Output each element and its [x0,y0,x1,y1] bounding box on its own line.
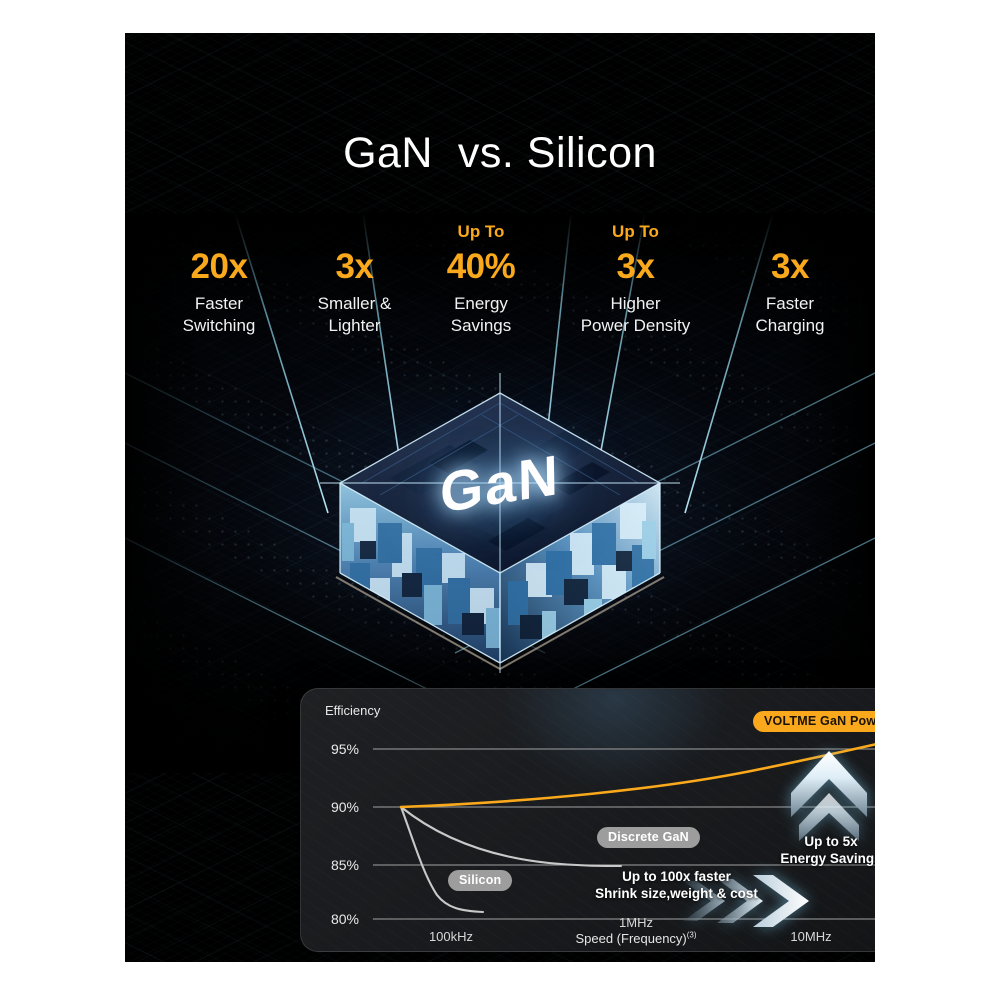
stat-item-1: 3x Smaller & Lighter [300,223,410,338]
stat-item-2: Up To 40% Energy Savings [426,222,536,338]
stat-value-1: 3x [335,247,374,286]
stat-caption-4: Faster Charging [755,293,825,336]
stat-upto-2: Up To [457,222,505,241]
up-chevron-icon [791,751,867,841]
x-tick-100khz: 100kHz [428,929,474,944]
stat-item-4: 3x Faster Charging [735,223,845,338]
chart-x-axis-footnote: (3) [686,930,697,940]
stats-row: 20x Faster Switching 3x Smaller & Lighte… [155,222,845,363]
y-tick-90: 90% [330,799,359,815]
y-tick-85: 85% [330,857,359,873]
stat-item-3: Up To 3x Higher Power Density [553,222,719,338]
annotation-energy-savings: Up to 5x Energy Savings [780,834,875,866]
y-tick-80: 80% [330,911,359,927]
x-tick-10mhz: 10MHz [790,929,832,944]
stat-value-0: 20x [190,247,248,286]
chart-x-axis-title: Speed (Frequency)(3) [486,930,786,948]
legend-pill-voltme-gan-power-ic[interactable]: VOLTME GaN Power IC [753,711,875,732]
stat-value-4: 3x [771,247,809,286]
chart-plot [373,743,875,927]
annotation-speed-shrink: Up to 100x faster Shrink size,weight & c… [595,869,758,901]
chart-x-axis-title-text: Speed (Frequency) [575,931,687,946]
chip-illustration: GaN [125,363,875,683]
gan-chip-cube: GaN [320,373,680,673]
stat-caption-2: Energy Savings [450,293,512,336]
stat-item-0: 20x Faster Switching [155,223,283,338]
stat-caption-3: Higher Power Density [580,293,691,336]
efficiency-chart-card: Efficiency 95% 90% 85% 80% [300,688,875,952]
right-chevron-icon [683,875,809,927]
stat-value-3: 3x [616,247,655,286]
page-title: GaN vs. Silicon [343,129,657,177]
card-glow [500,689,731,791]
chart-y-axis-title: Efficiency [325,703,381,718]
y-tick-95: 95% [330,741,359,757]
stat-caption-1: Smaller & Lighter [317,293,392,336]
legend-pill-silicon[interactable]: Silicon [448,870,513,891]
chip-cube-svg [320,373,680,673]
stat-caption-0: Faster Switching [182,293,256,336]
x-tick-1mhz: 1MHz [619,915,653,930]
legend-pill-discrete-gan[interactable]: Discrete GaN [597,827,700,848]
poster-panel: GaN vs. Silicon 20x Faster Switching 3x … [125,33,875,962]
stat-value-2: 40% [446,247,516,286]
stat-upto-3: Up To [612,222,659,241]
